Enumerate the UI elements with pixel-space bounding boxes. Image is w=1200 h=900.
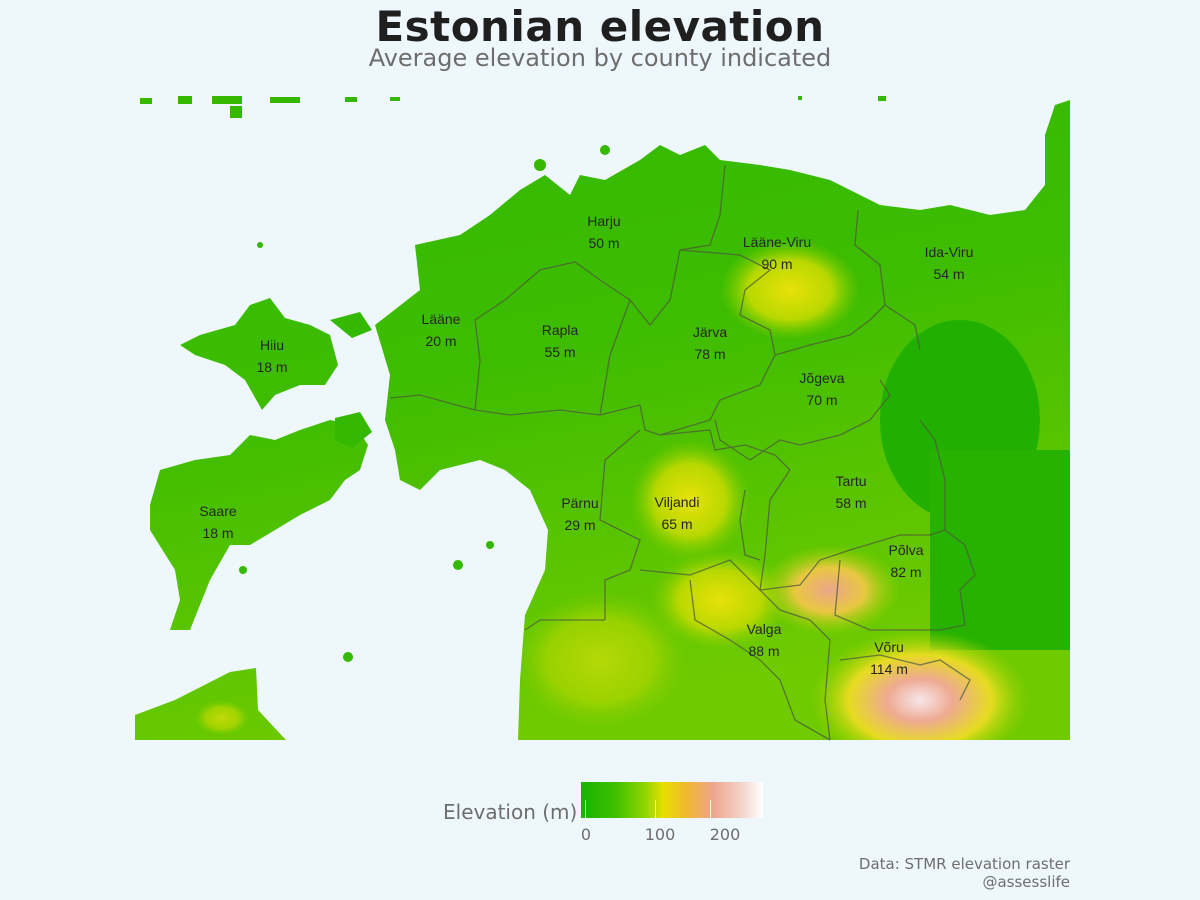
svg-text:Viljandi: Viljandi [655,494,700,510]
map-subtitle: Average elevation by county indicated [368,44,832,72]
islets [140,96,886,662]
svg-text:Võru: Võru [874,639,904,655]
svg-text:88 m: 88 m [748,643,779,659]
county-labels: Harju 50 m Lääne-Viru 90 m Ida-Viru 54 m Lä… [199,213,973,677]
svg-text:Hiiu: Hiiu [260,337,284,353]
county-label-viljandi: Viljandi 65 m [655,494,700,532]
county-label-parnu: Pärnu 29 m [561,495,598,533]
svg-text:18 m: 18 m [256,359,287,375]
svg-text:58 m: 58 m [835,495,866,511]
svg-text:Põlva: Põlva [888,542,923,558]
county-label-valga: Valga 88 m [747,621,782,659]
svg-text:Tartu: Tartu [835,473,866,489]
svg-text:Jõgeva: Jõgeva [799,370,844,386]
svg-text:50 m: 50 m [588,235,619,251]
svg-text:Lääne-Viru: Lääne-Viru [743,234,811,250]
legend-ticklabel-0: 0 [580,825,592,844]
county-label-jogeva: Jõgeva 70 m [799,370,844,408]
svg-text:54 m: 54 m [933,266,964,282]
svg-text:55 m: 55 m [544,344,575,360]
svg-text:Valga: Valga [747,621,782,637]
county-label-voru: Võru 114 m [870,639,908,677]
svg-text:18 m: 18 m [202,525,233,541]
legend-colorbar [581,782,763,818]
county-label-polva: Põlva 82 m [888,542,923,580]
county-label-saare: Saare 18 m [199,503,237,541]
svg-text:Ida-Viru: Ida-Viru [925,244,974,260]
land-area [135,100,1070,740]
svg-text:20 m: 20 m [425,333,456,349]
county-label-harju: Harju 50 m [587,213,620,251]
svg-text:114 m: 114 m [870,661,908,677]
svg-text:Pärnu: Pärnu [561,495,598,511]
svg-text:70 m: 70 m [806,392,837,408]
legend-ticklabel-200: 200 [709,825,741,844]
county-label-laane: Lääne 20 m [422,311,461,349]
county-label-ida-viru: Ida-Viru 54 m [925,244,974,282]
svg-text:65 m: 65 m [661,516,692,532]
legend-tick-100 [655,800,656,818]
legend-title: Elevation (m) [443,800,578,824]
svg-text:Rapla: Rapla [542,322,579,338]
legend-ticklabel-100: 100 [644,825,676,844]
legend-tick-0 [585,800,586,818]
county-label-laane-viru: Lääne-Viru 90 m [743,234,811,272]
county-label-rapla: Rapla 55 m [542,322,579,360]
svg-text:Harju: Harju [587,213,620,229]
svg-text:82 m: 82 m [890,564,921,580]
map-title: Estonian elevation [375,2,825,51]
svg-text:90 m: 90 m [761,256,792,272]
legend-tick-200 [710,800,711,818]
credit-source: Data: STMR elevation raster [858,855,1070,873]
svg-text:Lääne: Lääne [422,311,461,327]
county-borders [389,164,976,741]
svg-text:Järva: Järva [693,324,727,340]
county-label-jarva: Järva 78 m [693,324,727,362]
credit-author: @assesslife [982,873,1070,891]
svg-text:Saare: Saare [199,503,237,519]
county-label-hiiu: Hiiu 18 m [256,337,287,375]
county-label-tartu: Tartu 58 m [835,473,866,511]
svg-text:78 m: 78 m [694,346,725,362]
svg-text:29 m: 29 m [564,517,595,533]
